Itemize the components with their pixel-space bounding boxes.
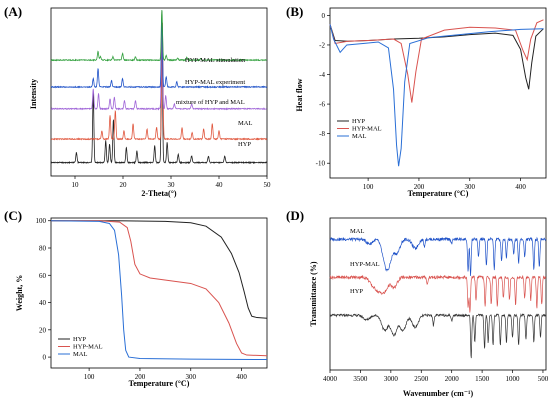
x-tick-label: 200 xyxy=(414,183,425,191)
panel-a-series-hyp-mal-experiment xyxy=(50,16,268,89)
panel-c-x-label: Temperature (°C) xyxy=(129,379,190,388)
panel-c-legend-item-hyp: HYP xyxy=(73,336,86,343)
panel-d: (D) 4000 3500 3000 2500 2000 1500 1000 500 Wave… xyxy=(286,208,549,398)
panel-b-series-hyp-mal xyxy=(329,19,544,103)
panel-c-series-hyp-mal xyxy=(51,220,268,357)
x-tick-label: 100 xyxy=(363,183,374,191)
panel-a-series-mixture-of-hyp-and-mal xyxy=(50,24,267,111)
y-tick-label: 40 xyxy=(39,299,47,307)
y-tick-label: 80 xyxy=(39,245,47,253)
panel-b-series-hyp xyxy=(329,24,544,90)
x-tick-label: 3500 xyxy=(353,375,368,383)
panel-a-plot-frame xyxy=(50,7,268,177)
panel-c-series-group xyxy=(50,220,268,361)
panel-d-annotation-hyp: HYP xyxy=(350,288,363,295)
x-tick-label: 400 xyxy=(236,373,247,381)
y-tick-label: -4 xyxy=(319,71,325,79)
y-tick-label: 60 xyxy=(39,272,47,280)
x-tick-label: 500 xyxy=(538,375,549,383)
x-tick-label: 2500 xyxy=(414,375,429,383)
panel-d-y-label: Transmittance (%) xyxy=(309,261,318,326)
panel-c-plot-frame xyxy=(50,217,268,369)
panel-d-series-group xyxy=(329,236,547,359)
x-tick-label: 1500 xyxy=(475,375,490,383)
panel-a-x-label: 2-Theta(°) xyxy=(141,189,177,198)
y-tick-label: -8 xyxy=(319,130,325,138)
panel-c: (C) 100 200 300 400 0 20 40 60 80 100 Temperatur… xyxy=(4,208,268,388)
panel-a-annotation-stimulation: HYP-MAL stimulation xyxy=(185,57,246,64)
panel-b: (B) 100 200 300 400 0 -2 -4 -6 -8 -10 Temperatur… xyxy=(286,4,547,198)
x-tick-label: 40 xyxy=(216,181,224,189)
panel-c-y-label: Weight, % xyxy=(15,275,24,311)
panel-a-series-hyp-mal-stimulation xyxy=(50,9,268,62)
panel-d-plot-frame xyxy=(329,217,547,371)
x-tick-label: 4000 xyxy=(323,375,338,383)
panel-d-annotation-hyp-mal: HYP-MAL xyxy=(350,261,380,268)
y-tick-label: 100 xyxy=(36,217,47,225)
panel-b-y-label: Heat flow xyxy=(295,78,304,111)
panel-d-series-mal xyxy=(329,236,547,276)
x-tick-label: 1000 xyxy=(506,375,521,383)
panel-a-series-group xyxy=(50,9,268,165)
y-tick-label: -10 xyxy=(316,160,326,168)
panel-d-series-hyp xyxy=(329,313,547,359)
panel-c-x-ticks: 100 200 300 400 xyxy=(84,368,247,381)
panel-c-legend-item-hyp-mal: HYP-MAL xyxy=(73,344,103,351)
x-tick-label: 400 xyxy=(515,183,526,191)
panel-a-y-label: Intensity xyxy=(29,79,38,109)
panel-d-x-label: Wavenumber (cm⁻¹) xyxy=(403,389,474,398)
x-tick-label: 10 xyxy=(72,181,80,189)
x-tick-label: 2000 xyxy=(445,375,460,383)
panel-a-label: (A) xyxy=(4,4,22,19)
panel-d-x-ticks: 4000 3500 3000 2500 2000 1500 1000 500 xyxy=(323,370,549,383)
panel-a-annotation-mixture: mixture of HYP and MAL xyxy=(176,99,245,106)
y-tick-label: 0 xyxy=(322,12,326,20)
panel-b-legend-item-hyp: HYP xyxy=(352,118,365,125)
panel-c-y-ticks: 0 20 40 60 80 100 xyxy=(36,217,51,362)
panel-a-annotation-mal: MAL xyxy=(238,120,252,127)
panel-d-annotation-mal: MAL xyxy=(350,228,364,235)
y-tick-label: 0 xyxy=(43,354,47,362)
y-tick-label: -6 xyxy=(319,101,325,109)
x-tick-label: 50 xyxy=(264,181,272,189)
panel-b-y-ticks: 0 -2 -4 -6 -8 -10 xyxy=(316,12,330,168)
panel-b-series-mal xyxy=(329,24,544,167)
x-tick-label: 20 xyxy=(120,181,128,189)
panel-b-x-ticks: 100 200 300 400 xyxy=(363,178,526,191)
x-tick-label: 300 xyxy=(465,183,476,191)
panel-b-legend-item-hyp-mal: HYP-MAL xyxy=(352,126,382,133)
panel-a-annotation-experiment: HYP-MAL experiment xyxy=(185,79,245,86)
panel-d-series-hyp-mal xyxy=(329,274,547,313)
panel-c-label: (C) xyxy=(4,208,22,223)
panel-c-series-hyp xyxy=(51,220,268,319)
x-tick-label: 100 xyxy=(84,373,95,381)
panel-a: (A) 10 20 30 40 50 2-Theta(°) Intensity HYP-… xyxy=(4,4,271,198)
y-tick-label: -2 xyxy=(319,41,325,49)
panel-b-label: (B) xyxy=(286,4,303,19)
panel-b-series-group xyxy=(329,19,544,167)
panel-b-plot-frame xyxy=(329,7,547,179)
panel-b-legend-item-mal: MAL xyxy=(352,133,366,140)
x-tick-label: 300 xyxy=(186,373,197,381)
panel-a-series-mal xyxy=(50,22,268,141)
y-tick-label: 20 xyxy=(39,326,47,334)
panel-a-series-hyp xyxy=(50,11,267,165)
panel-d-label: (D) xyxy=(286,208,304,223)
panel-c-series-mal xyxy=(50,220,268,361)
panel-a-annotation-hyp: HYP xyxy=(238,141,251,148)
x-tick-label: 3000 xyxy=(384,375,399,383)
x-tick-label: 30 xyxy=(168,181,176,189)
panel-a-x-ticks: 10 20 30 40 50 xyxy=(72,176,272,189)
panel-b-x-label: Temperature (°C) xyxy=(408,189,469,198)
panel-c-legend-item-mal: MAL xyxy=(73,351,87,358)
x-tick-label: 200 xyxy=(135,373,146,381)
